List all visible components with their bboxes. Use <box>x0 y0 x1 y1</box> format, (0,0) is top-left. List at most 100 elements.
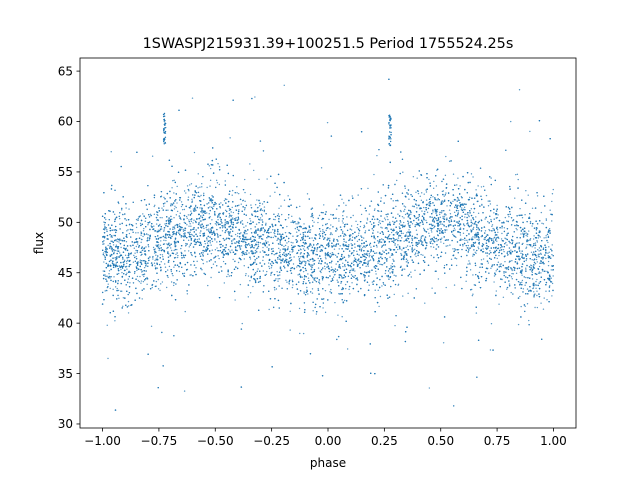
data-point <box>121 271 123 274</box>
data-point <box>384 219 387 221</box>
data-point <box>528 216 531 218</box>
data-point <box>402 171 404 173</box>
data-point <box>213 205 215 208</box>
data-point <box>258 237 260 239</box>
data-point <box>311 276 314 279</box>
data-point <box>536 261 539 263</box>
data-point <box>155 280 158 283</box>
data-point <box>236 192 238 194</box>
data-point <box>350 229 353 231</box>
data-point <box>154 248 156 250</box>
data-point <box>176 202 178 204</box>
data-point <box>466 213 468 215</box>
data-point <box>211 249 214 251</box>
data-point <box>173 217 175 219</box>
data-point <box>506 267 509 269</box>
data-point <box>234 299 236 301</box>
data-point <box>292 284 294 286</box>
data-point <box>550 269 552 271</box>
data-point <box>472 293 474 295</box>
data-point <box>510 276 513 278</box>
data-point <box>433 221 436 223</box>
data-point <box>335 263 337 265</box>
data-point <box>291 215 293 218</box>
data-point <box>115 262 117 264</box>
data-point <box>417 219 420 221</box>
data-point <box>209 167 212 170</box>
data-point <box>304 239 307 242</box>
data-point <box>171 218 173 220</box>
data-point <box>120 268 122 271</box>
data-point <box>505 241 507 244</box>
data-point <box>155 244 157 246</box>
data-point <box>261 215 264 217</box>
data-point <box>359 204 362 207</box>
data-point <box>228 212 231 215</box>
data-point <box>308 260 310 263</box>
data-point <box>209 185 211 187</box>
data-point <box>506 251 509 253</box>
data-point <box>551 295 553 297</box>
data-point <box>395 238 398 241</box>
data-point <box>519 207 521 210</box>
data-point <box>436 240 438 242</box>
data-point <box>142 249 144 251</box>
data-point <box>214 238 216 240</box>
data-point <box>104 227 106 229</box>
data-point <box>456 215 458 217</box>
data-point <box>230 223 233 225</box>
data-point <box>197 187 199 189</box>
data-point <box>161 254 164 256</box>
data-point <box>180 247 182 250</box>
data-point <box>546 270 548 273</box>
data-point <box>173 179 175 182</box>
data-point <box>190 225 192 227</box>
data-point <box>139 275 141 278</box>
data-point <box>320 167 323 169</box>
data-point <box>500 263 502 265</box>
data-point <box>433 226 435 229</box>
data-point <box>302 228 304 230</box>
data-point <box>536 294 538 297</box>
data-point <box>249 220 252 222</box>
data-point <box>390 254 393 257</box>
data-point <box>469 263 471 265</box>
data-point <box>320 271 322 274</box>
data-point <box>315 313 318 315</box>
data-point <box>477 246 479 248</box>
data-point <box>236 241 238 243</box>
data-point <box>277 258 279 260</box>
data-point <box>186 224 188 226</box>
data-point <box>265 273 268 276</box>
data-point <box>324 256 327 258</box>
data-point <box>497 261 500 263</box>
data-point <box>369 251 372 253</box>
data-point <box>235 242 237 244</box>
data-point <box>230 215 232 218</box>
data-point <box>434 238 436 240</box>
data-point <box>350 269 352 272</box>
data-point <box>172 180 174 182</box>
data-point <box>396 179 398 182</box>
data-point <box>335 208 338 210</box>
data-point <box>113 234 115 237</box>
data-point <box>384 227 387 229</box>
data-point <box>467 263 469 265</box>
data-point <box>528 230 530 232</box>
data-point <box>340 275 343 278</box>
data-point <box>551 193 554 195</box>
data-point <box>334 254 337 256</box>
data-point <box>359 225 362 228</box>
data-point <box>397 213 399 215</box>
data-point <box>170 249 173 252</box>
data-point <box>331 233 333 236</box>
data-point <box>436 208 439 211</box>
data-point <box>183 208 186 211</box>
data-point <box>215 221 218 223</box>
data-point <box>254 249 257 252</box>
data-point <box>392 220 394 223</box>
data-point <box>296 264 299 267</box>
data-point <box>404 224 406 227</box>
data-point <box>360 213 363 216</box>
data-point <box>325 229 327 232</box>
